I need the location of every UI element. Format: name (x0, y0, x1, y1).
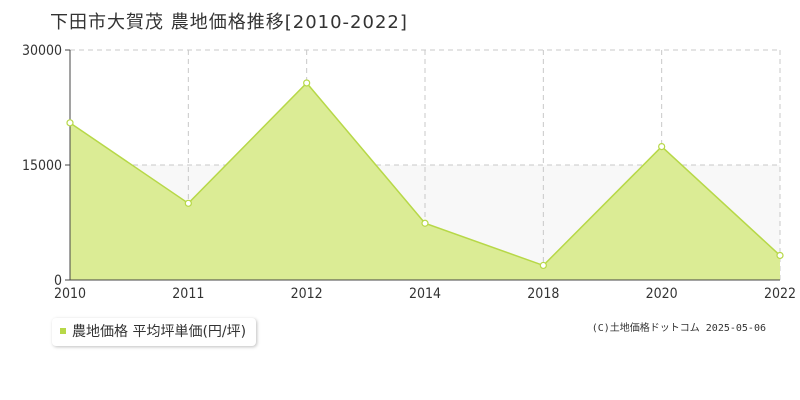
x-tick-label: 2014 (409, 286, 441, 302)
data-point (184, 199, 192, 207)
tick-labels: 0 15000 30000 2010 2011 2012 2014 2018 2020 2022 (22, 43, 796, 302)
data-point (421, 219, 429, 227)
axes (65, 49, 780, 281)
x-tick-label: 2020 (646, 286, 678, 302)
area-fill (70, 82, 780, 280)
legend-label: 農地価格 平均坪単価(円/坪) (72, 324, 247, 340)
x-tick-label: 2012 (291, 286, 323, 302)
legend: 農地価格 平均坪単価(円/坪) (52, 318, 257, 346)
legend-swatch (60, 328, 66, 334)
data-point (658, 143, 666, 151)
data-point (303, 79, 311, 87)
chart-title: 下田市大賀茂 農地価格推移[2010-2022] (50, 12, 408, 33)
data-point (776, 251, 784, 260)
data-point (66, 119, 74, 127)
y-tick-label: 15000 (22, 158, 62, 174)
x-tick-label: 2018 (527, 286, 559, 302)
x-tick-label: 2011 (172, 286, 204, 302)
copyright-text: (C)土地価格ドットコム 2025-05-06 (591, 323, 766, 334)
y-tick-label: 30000 (22, 43, 62, 59)
data-point (539, 261, 547, 270)
x-tick-label: 2022 (764, 286, 796, 302)
y-tick-label: 0 (54, 273, 62, 289)
x-tick-label: 2010 (54, 286, 86, 302)
data-markers (66, 79, 784, 270)
